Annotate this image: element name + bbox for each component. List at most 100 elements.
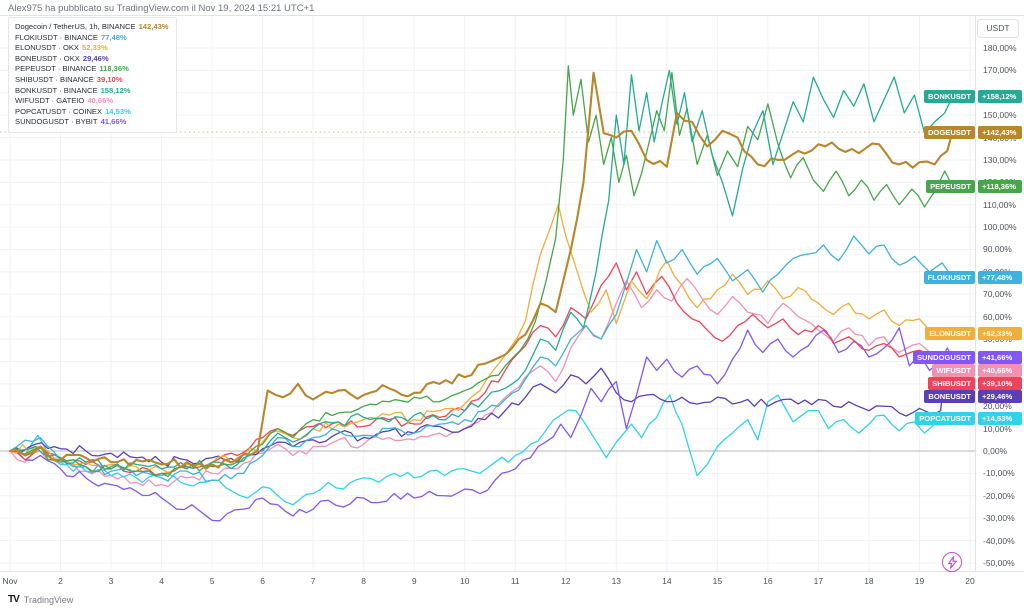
legend-item-label: PEPEUSDT · BINANCE [15, 64, 97, 74]
time-scale-tick: 4 [159, 576, 164, 586]
price-tag-value: +118,36% [978, 179, 1022, 193]
time-scale-tick: 20 [965, 576, 975, 586]
time-scale-tick: 11 [510, 576, 520, 586]
price-scale-tick: 150,00% [983, 110, 1017, 121]
price-tag-symbol: DOGEUSDT [923, 125, 975, 139]
legend-item-value: 77,48% [100, 32, 127, 42]
price-tag-symbol: ELONUSDT [925, 327, 975, 341]
legend-item-label: WIFUSDT · GATEIO [15, 96, 85, 106]
price-tag-SHIBUSDT: SHIBUSDT +39,10% [0, 377, 1024, 391]
price-tag-value: +14,53% [978, 411, 1022, 425]
legend-item-label: SHIBUSDT · BINANCE [15, 74, 94, 84]
legend-item-value: 39,10% [96, 74, 123, 84]
legend-item-SUNDOGUSDT[interactable]: SUNDOGUSDT · BYBIT 41,66% [15, 117, 169, 128]
price-scale-tick: -20,00% [983, 490, 1015, 501]
price-scale-tick: 130,00% [983, 154, 1017, 165]
legend-item-value: 158,12% [100, 85, 131, 95]
currency-toggle-button[interactable]: USDT [977, 19, 1019, 38]
price-tag-symbol: BONEUSDT [924, 390, 975, 404]
price-tag-ELONUSDT: ELONUSDT +52,33% [0, 327, 1024, 341]
header-divider [0, 15, 1024, 16]
legend-item-PEPEUSDT[interactable]: PEPEUSDT · BINANCE 118,36% [15, 64, 169, 75]
price-tag-symbol: WIFUSDT [932, 364, 975, 378]
chart-legend[interactable]: Dogecoin / TetherUS, 1h, BINANCE 142,43% F… [8, 17, 177, 133]
legend-item-FLOKIUSDT[interactable]: FLOKIUSDT · BINANCE 77,48% [15, 33, 169, 44]
price-scale-tick: 60,00% [983, 311, 1012, 322]
price-tag-WIFUSDT: WIFUSDT +40,66% [0, 364, 1024, 378]
legend-item-value: 41,66% [100, 117, 127, 127]
price-tag-symbol: POPCATUSDT [915, 411, 975, 425]
price-scale-tick: 180,00% [983, 42, 1017, 53]
price-tag-value: +40,66% [978, 364, 1022, 378]
legend-item-label: BONEUSDT · OKX [15, 53, 80, 63]
price-tag-value: +158,12% [978, 90, 1022, 104]
legend-item-value: 52,33% [82, 43, 108, 53]
legend-item-value: 40,66% [87, 96, 114, 106]
time-scale-tick: 13 [611, 576, 622, 586]
time-scale-tick: 7 [310, 576, 316, 586]
legend-item-BONKUSDT[interactable]: BONKUSDT · BINANCE 158,12% [15, 86, 169, 97]
series-line-BONKUSDT [9, 69, 953, 471]
legend-main-series[interactable]: Dogecoin / TetherUS, 1h, BINANCE 142,43% [15, 22, 169, 33]
legend-item-ELONUSDT[interactable]: ELONUSDT · OKX 52,33% [15, 43, 169, 54]
legend-item-value: 14,53% [105, 106, 131, 116]
tradingview-logo[interactable]: TV TradingView [8, 594, 73, 605]
time-scale-tick: 15 [712, 576, 723, 586]
tradingview-brand-text: TradingView [23, 594, 74, 605]
series-line-DOGEUSDT [8, 71, 954, 470]
price-tag-value: +29,46% [978, 390, 1022, 404]
price-tag-BONEUSDT: BONEUSDT +29,46% [0, 390, 1024, 404]
price-scale-tick: -40,00% [983, 535, 1015, 546]
legend-item-POPCATUSDT[interactable]: POPCATUSDT · COINEX 14,53% [15, 107, 169, 118]
gridlines [0, 15, 975, 571]
price-tag-POPCATUSDT: POPCATUSDT +14,53% [0, 411, 1024, 425]
price-tag-value: +52,33% [978, 327, 1022, 341]
legend-item-value: 29,46% [82, 53, 109, 63]
price-tag-symbol: SUNDOGUSDT [912, 351, 975, 365]
price-scale-tick: 100,00% [983, 222, 1017, 233]
time-scale-tick: 10 [459, 576, 470, 586]
legend-item-label: BONKUSDT · BINANCE [15, 85, 98, 95]
price-tag-DOGEUSDT: DOGEUSDT +142,43% [0, 125, 1024, 139]
price-scale-tick: -10,00% [983, 468, 1015, 479]
boost-button[interactable] [942, 552, 962, 572]
legend-item-value: 142,43% [138, 22, 169, 31]
price-tag-BONKUSDT: BONKUSDT +158,12% [0, 90, 1024, 104]
price-scale-tick: 170,00% [983, 65, 1017, 76]
price-tag-symbol: PEPEUSDT [926, 179, 975, 193]
price-tag-value: +142,43% [978, 125, 1022, 139]
price-scale-tick: -50,00% [983, 557, 1015, 568]
price-tag-value: +41,66% [978, 351, 1022, 365]
publish-attribution: Alex975 ha pubblicato su TradingView.com… [8, 3, 315, 14]
price-scale-tick: 70,00% [983, 289, 1012, 300]
legend-item-BONEUSDT[interactable]: BONEUSDT · OKX 29,46% [15, 54, 169, 65]
time-scale-tick: 14 [662, 576, 672, 586]
price-tag-FLOKIUSDT: FLOKIUSDT +77,48% [0, 271, 1024, 285]
price-scale-tick: -30,00% [983, 513, 1015, 524]
legend-item-value: 118,36% [99, 64, 129, 74]
series-line-BONEUSDT [9, 351, 953, 467]
price-tag-SUNDOGUSDT: SUNDOGUSDT +41,66% [0, 351, 1024, 365]
price-scale-tick: 90,00% [983, 244, 1012, 255]
legend-item-label: POPCATUSDT · COINEX [15, 106, 103, 116]
time-scale-tick: 12 [561, 576, 571, 586]
time-scale-tick: 5 [209, 576, 215, 586]
time-scale-tick: 18 [864, 576, 874, 586]
tradingview-logo-mark: TV [8, 594, 20, 605]
price-tag-value: +39,10% [978, 377, 1022, 391]
series-line-POPCATUSDT [9, 394, 953, 506]
legend-item-SHIBUSDT[interactable]: SHIBUSDT · BINANCE 39,10% [15, 75, 169, 86]
series-line-SUNDOGUSDT [9, 327, 953, 522]
price-tag-symbol: FLOKIUSDT [923, 271, 975, 285]
price-scale-tick: 20,00% [983, 401, 1012, 412]
legend-item-label: ELONUSDT · OKX [15, 43, 79, 53]
legend-item-WIFUSDT[interactable]: WIFUSDT · GATEIO 40,66% [15, 96, 169, 107]
price-tag-symbol: SHIBUSDT [928, 377, 975, 391]
time-scale-divider [0, 571, 1024, 572]
time-scale-tick: 16 [763, 576, 773, 586]
time-scale-tick: 8 [361, 576, 367, 586]
lightning-icon [947, 555, 957, 569]
series-line-PEPEUSDT [9, 65, 953, 478]
